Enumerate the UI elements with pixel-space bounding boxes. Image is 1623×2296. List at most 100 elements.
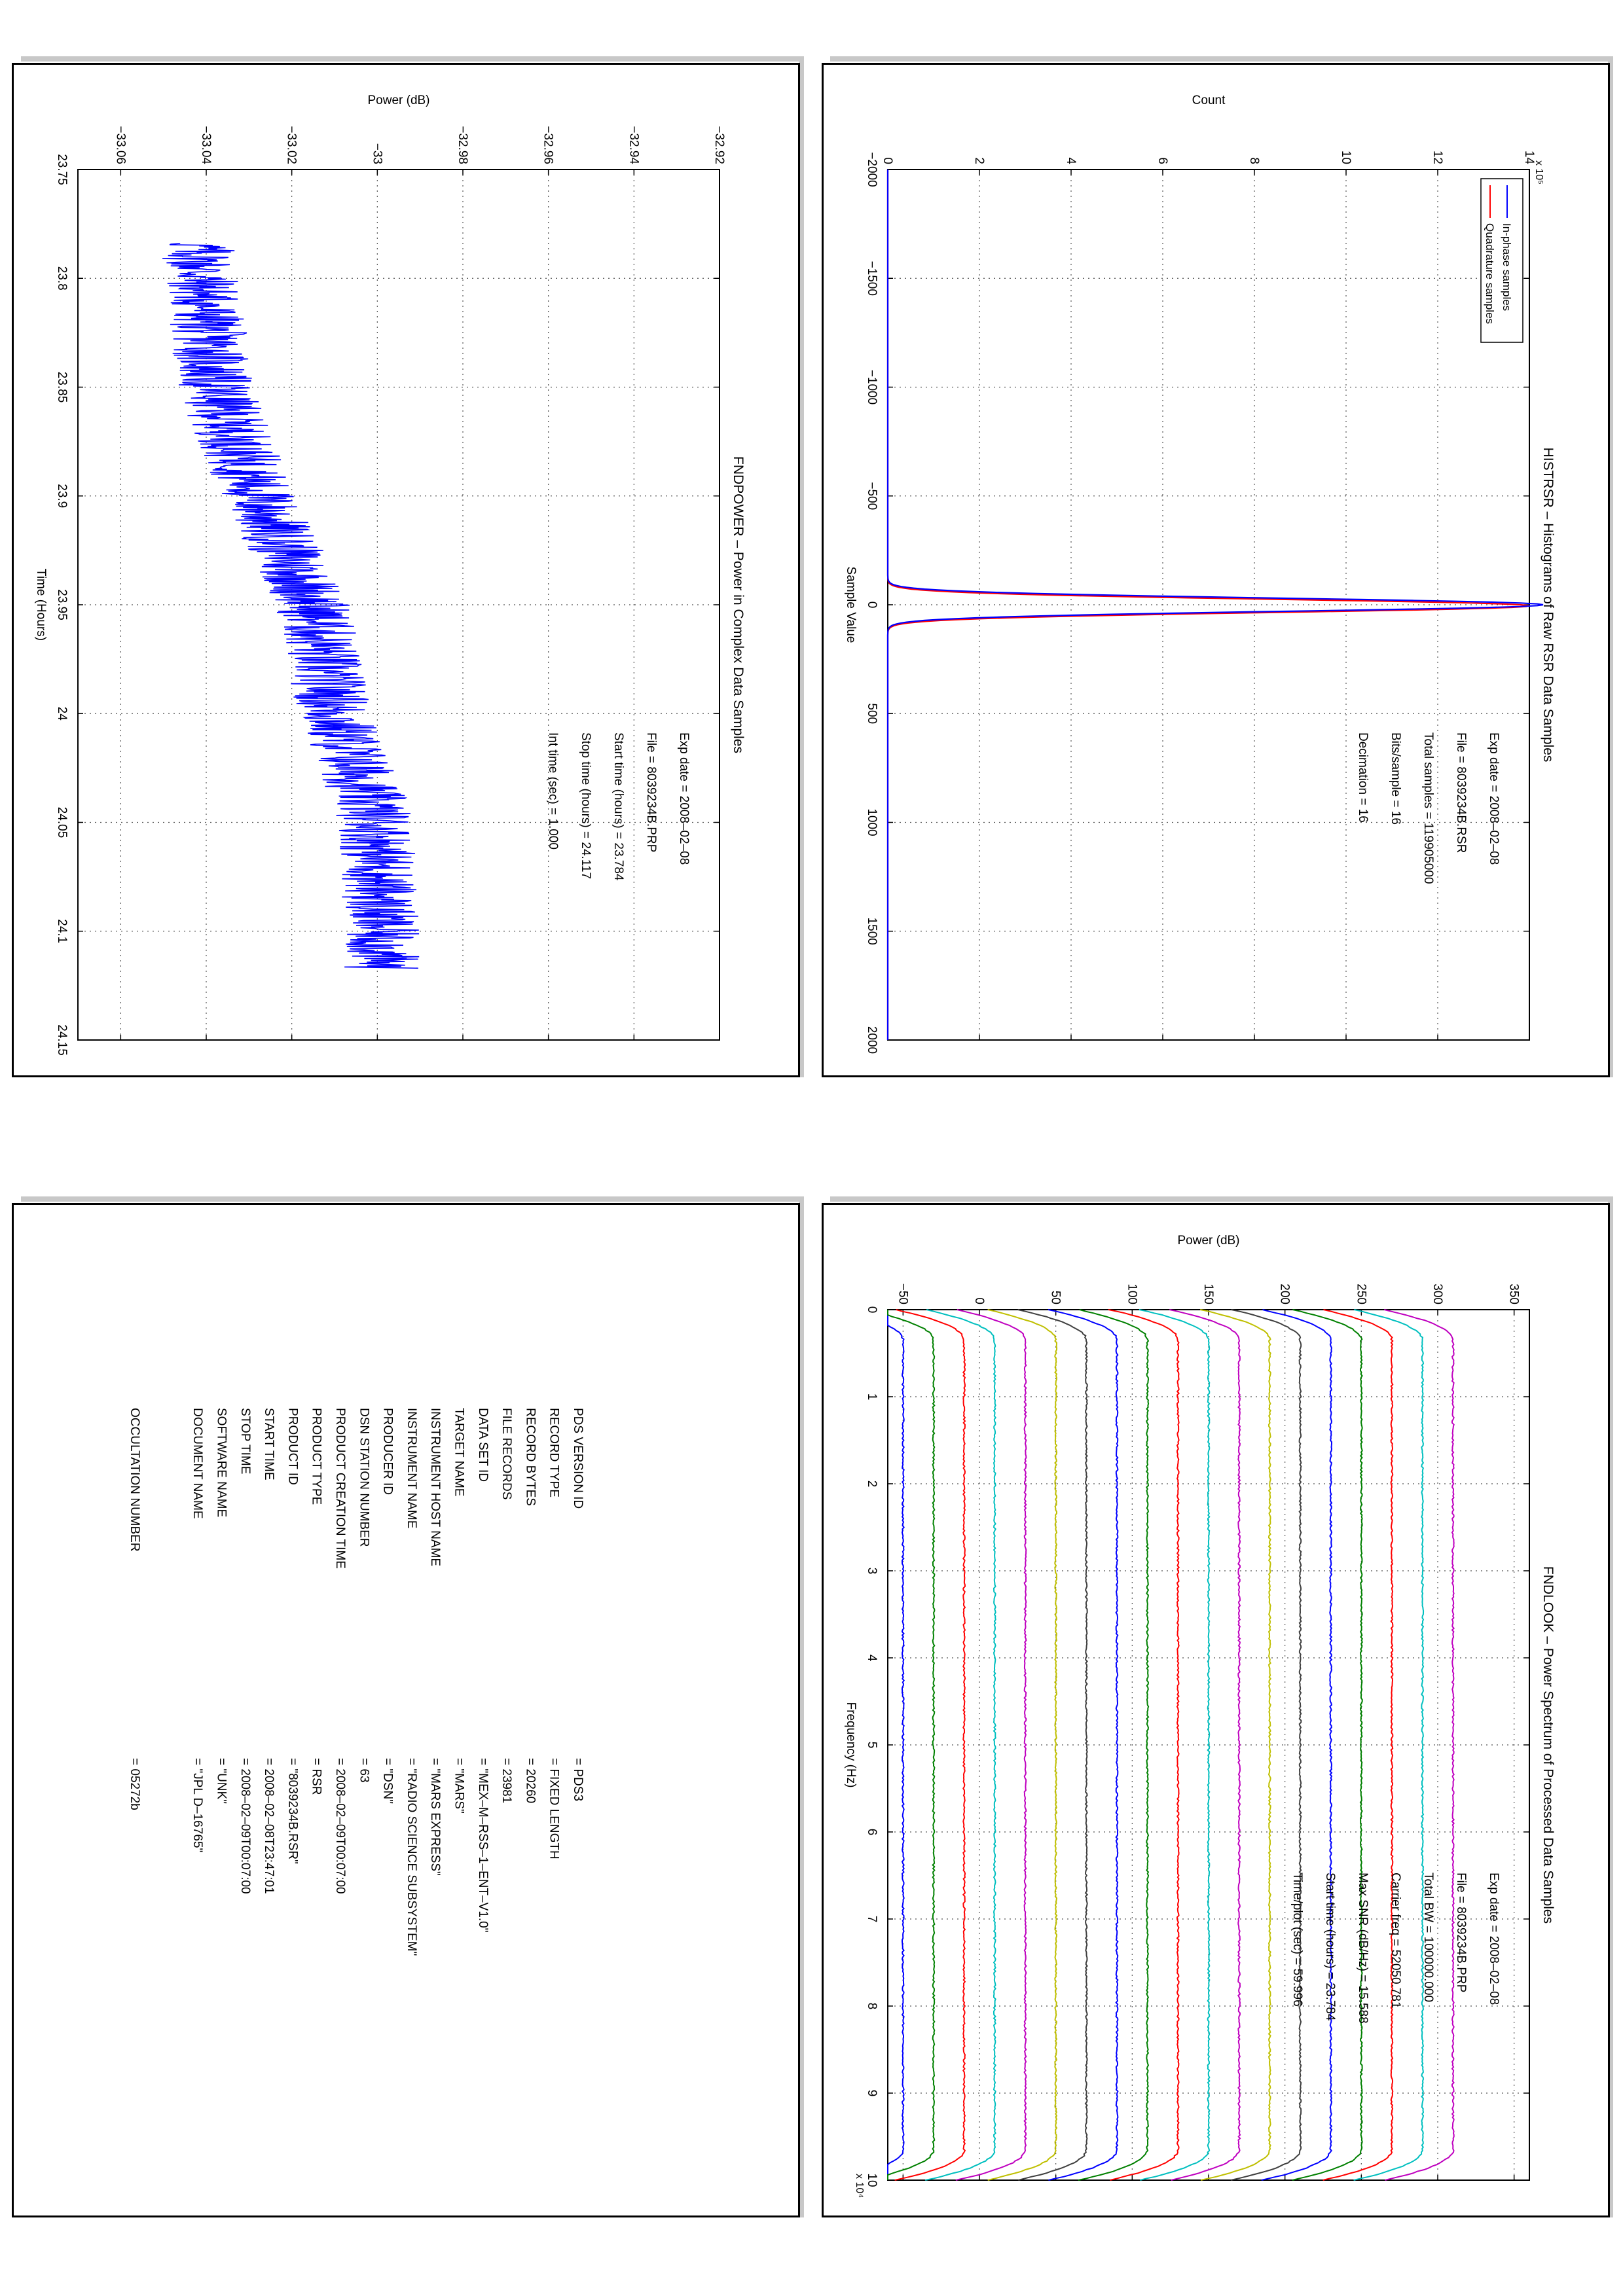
label-key: DSN STATION NUMBER (357, 1408, 371, 1547)
fndpower-panel: 23.75 23.8 23.85 23.9 23.95 24 24.05 24.1 24.15 −… (12, 63, 800, 1077)
histrsr-title: HISTRSR – Histograms of Raw RSR Data Sam… (1541, 448, 1556, 762)
fndlook-axes-box (887, 1309, 1530, 2181)
fndlook-panel-shadow-side (1608, 1196, 1613, 2217)
label-panel-shadow (21, 1196, 804, 1202)
fndlook-series-line (1230, 1309, 1302, 2181)
fndpower-series-line (162, 243, 420, 969)
histrsr-panel-shadow-side (1608, 56, 1613, 1077)
fndlook-annotation: Max SNR (dB/Hz) = 15.588 (1356, 1873, 1370, 2024)
fndlook-series-line (887, 1310, 905, 2180)
fndpower-xtick-label: 24.15 (55, 1024, 69, 1056)
fndlook-series-line (1169, 1309, 1241, 2181)
fndlook-panel-shadow (830, 1196, 1613, 1202)
label-value: = FIXED LENGTH (547, 1758, 561, 1859)
label-key: TARGET NAME (452, 1408, 466, 1496)
fndlook-xtick-label: 4 (865, 1655, 879, 1662)
label-value: = "JPL D–16765" (191, 1758, 204, 1852)
fndlook-series-line (1200, 1309, 1272, 2181)
fndlook-chart: 0 1 2 3 4 5 6 7 8 9 10 −50 0 50 100 150 200 250 300 350 FNDL… (844, 1234, 1556, 2198)
fndpower-xtick-label: 24.1 (55, 919, 69, 943)
histrsr-legend-label: Quadrature samples (1484, 223, 1496, 324)
fndpower-annotation: Exp date = 2008–02–08 (677, 732, 691, 865)
fndlook-xtick-label: 3 (865, 1568, 879, 1575)
label-value: = "DSN" (381, 1758, 395, 1804)
label-value: = "8039234B.RSR" (285, 1758, 299, 1864)
fndlook-title: FNDLOOK – Power Spectrum of Processed Da… (1541, 1566, 1556, 1924)
fndlook-xtick-label: 1 (865, 1393, 879, 1401)
histrsr-panel: −2000 −1500 −1000 −500 0 500 1000 1500 2000 0 2 4 6 8… (822, 63, 1610, 1077)
fndlook-series-line (1108, 1309, 1180, 2181)
fndlook-series-line (955, 1309, 1027, 2181)
fndlook-series-line (1261, 1309, 1333, 2181)
fndlook-xtick-label: 6 (865, 1829, 879, 1836)
fndpower-ytick-label: −32.96 (541, 126, 555, 164)
label-key: OCCULTATION NUMBER (128, 1408, 141, 1552)
fndlook-series-line (1353, 1309, 1425, 2181)
fndlook-xtick-label: 2 (865, 1480, 879, 1488)
fndlook-series-line (987, 1309, 1058, 2181)
label-value: = PDS3 (571, 1758, 585, 1801)
label-key: PDS VERSION ID (571, 1408, 585, 1509)
fndpower-ytick-label: −32.98 (456, 126, 469, 164)
fndpower-xtick-label: 24 (55, 707, 69, 721)
fndlook-ytick-label: 0 (972, 1297, 986, 1304)
fndlook-xtick-label: 8 (865, 2003, 879, 2010)
rotated-plot: −2000 −1500 −1000 −500 0 500 1000 1500 2000 0 2 4 6 8… (844, 94, 1556, 1054)
histrsr-xtick-label: 1500 (865, 918, 879, 945)
fndlook-xtick-label: 10 (865, 2173, 879, 2187)
histrsr-ytick-label: 0 (881, 157, 894, 164)
histrsr-chart: −2000 −1500 −1000 −500 0 500 1000 1500 2000 0 2 4 6 8… (844, 94, 1556, 1054)
histrsr-xtick-label: −1500 (865, 261, 879, 296)
histrsr-legend-box (1480, 178, 1523, 343)
fndpower-xtick-label: 23.9 (55, 484, 69, 508)
histrsr-ytick-label: 14 (1522, 151, 1536, 165)
fndpower-panel-shadow (21, 56, 804, 62)
histrsr-annotation: Exp date = 2008–02–08 (1487, 732, 1501, 865)
fndpower-ytick-label: −33.06 (113, 126, 127, 164)
fndpower-annotation: File = 8039234B.PRP (644, 732, 658, 852)
histrsr-xtick-label: 0 (865, 601, 879, 609)
histrsr-xlabel: Sample Value (844, 567, 858, 643)
label-key: INSTRUMENT HOST NAME (428, 1408, 442, 1566)
fndlook-ytick-label: −50 (896, 1283, 909, 1304)
fndlook-series-line (1048, 1309, 1119, 2181)
fndpower-ylabel: Power (dB) (367, 94, 429, 107)
fndpower-annotation: Int time (sec) = 1.000 (546, 732, 560, 850)
histrsr-xtick-label: 500 (865, 703, 879, 724)
fndpower-xtick-label: 23.95 (55, 589, 69, 620)
label-key: PRODUCT ID (285, 1408, 299, 1485)
fndlook-xtick-label: 5 (865, 1742, 879, 1749)
label-value: = "RADIO SCIENCE SUBSYSTEM" (405, 1758, 418, 1956)
fndpower-xtick-label: 24.05 (55, 807, 69, 838)
label-value: = 2008–02–08T23:47:01 (262, 1758, 276, 1894)
fndlook-xtick-label: 0 (865, 1306, 879, 1314)
label-panel-shadow-side (799, 1196, 804, 2217)
histrsr-ytick-label: 12 (1431, 151, 1444, 164)
fndlook-series-line (1078, 1309, 1150, 2181)
histrsr-legend: In-phase samples Quadrature samples (1480, 178, 1523, 343)
fndlook-panel: 0 1 2 3 4 5 6 7 8 9 10 −50 0 50 100 150 200 250 300 350 FNDL… (822, 1203, 1610, 2217)
label-key: START TIME (262, 1408, 276, 1480)
fndpower-ytick-label: −32.92 (712, 126, 726, 164)
fndlook-ytick-label: 100 (1125, 1283, 1139, 1304)
label-key: INSTRUMENT NAME (405, 1408, 418, 1528)
fndpower-chart: 23.75 23.8 23.85 23.9 23.95 24 24.05 24.1 24.15 −… (34, 94, 746, 1056)
fndpower-annotation: Stop time (hours) = 24.117 (579, 732, 593, 879)
label-value: = "MEX–M–RSS–1–ENT–V1.0" (476, 1758, 490, 1932)
histrsr-xtick-label: 1000 (865, 808, 879, 836)
histrsr-ytick-label: 8 (1247, 157, 1261, 164)
label-value: = 23981 (500, 1758, 513, 1803)
fndlook-annotation: Start time (hours) = 23.784 (1323, 1873, 1337, 2021)
fndlook-xlabel: Frequency (Hz) (844, 1702, 858, 1788)
histrsr-annotation: Bits/sample = 16 (1389, 732, 1402, 825)
fndpower-axes-box (77, 169, 720, 1041)
label-key: PRODUCT CREATION TIME (333, 1408, 347, 1569)
label-key: RECORD TYPE (547, 1408, 561, 1498)
label-value: = "UNK" (215, 1758, 228, 1804)
fndlook-annotation: File = 8039234B.PRP (1454, 1873, 1468, 1992)
histrsr-ytick-label: 6 (1156, 157, 1169, 164)
fndlook-xtick-label: 7 (865, 1916, 879, 1923)
label-value: = "MARS EXPRESS" (428, 1758, 442, 1876)
fndpower-ytick-label: −33.04 (199, 126, 213, 164)
label-key: DATA SET ID (476, 1408, 490, 1482)
